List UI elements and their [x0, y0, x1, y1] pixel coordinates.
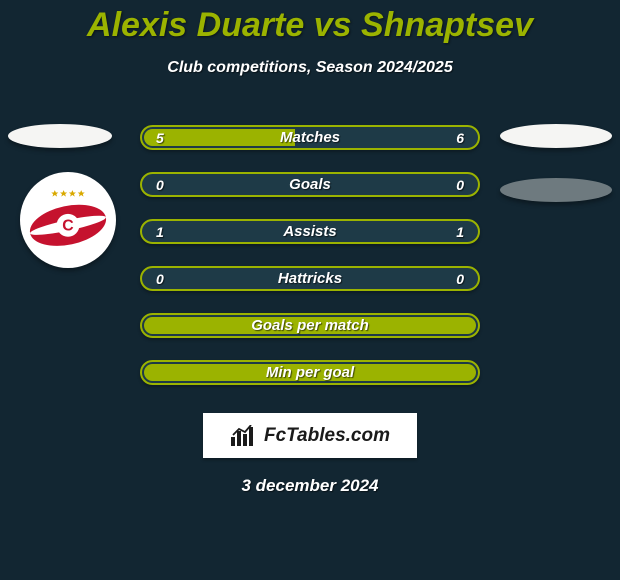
spartak-crest-icon: C — [24, 176, 112, 264]
stat-left-value: 1 — [156, 224, 164, 240]
stat-right-value: 0 — [456, 177, 464, 193]
fctables-logo[interactable]: FcTables.com — [203, 413, 417, 458]
stat-label: Min per goal — [266, 364, 354, 381]
bar-chart-icon — [230, 425, 256, 447]
stat-left-value: 5 — [156, 130, 164, 146]
stat-left-value: 0 — [156, 177, 164, 193]
comparison-subtitle: Club competitions, Season 2024/2025 — [0, 59, 620, 77]
stat-right-value: 0 — [456, 271, 464, 287]
stat-row: 1 1 Assists — [140, 219, 480, 244]
stat-row: 0 0 Goals — [140, 172, 480, 197]
stat-label: Goals — [289, 176, 331, 193]
stat-label: Assists — [283, 223, 336, 240]
comparison-title: Alexis Duarte vs Shnaptsev — [0, 0, 620, 45]
snapshot-date: 3 december 2024 — [0, 476, 620, 496]
stat-row: Goals per match — [140, 313, 480, 338]
stat-label: Goals per match — [251, 317, 369, 334]
stat-left-value: 0 — [156, 271, 164, 287]
stat-row: Min per goal — [140, 360, 480, 385]
player-right-badge-placeholder-top — [500, 124, 612, 148]
stat-right-value: 6 — [456, 130, 464, 146]
player-left-club-crest: C — [20, 172, 116, 268]
player-right-badge-placeholder-bottom — [500, 178, 612, 202]
stat-label: Hattricks — [278, 270, 342, 287]
player-left-badge-placeholder — [8, 124, 112, 148]
svg-text:C: C — [62, 218, 73, 235]
stat-row: 0 0 Hattricks — [140, 266, 480, 291]
stat-label: Matches — [280, 129, 340, 146]
stat-row: 5 6 Matches — [140, 125, 480, 150]
stat-right-value: 1 — [456, 224, 464, 240]
fctables-logo-text: FcTables.com — [264, 425, 390, 447]
